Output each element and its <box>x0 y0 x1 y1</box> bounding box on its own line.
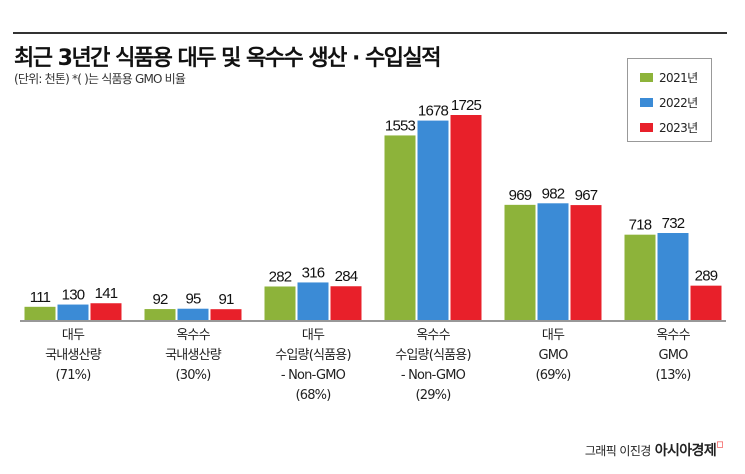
data-label: 91 <box>218 291 234 308</box>
data-label: 92 <box>152 291 168 308</box>
bar <box>690 285 722 320</box>
category-label-line: (68%) <box>295 388 331 403</box>
category-label-line: (30%) <box>175 368 211 383</box>
legend-swatch <box>640 123 653 132</box>
legend-item: 2021년 <box>640 69 698 86</box>
data-label: 141 <box>95 285 118 302</box>
credit-author: 그래픽 이진경 <box>584 444 651 458</box>
legend-item: 2022년 <box>640 94 698 111</box>
data-label: 130 <box>62 287 85 304</box>
category-label-line: - Non-GMO <box>280 368 346 383</box>
bar <box>210 309 242 320</box>
bar <box>537 203 569 320</box>
category-label-line: GMO <box>538 348 568 363</box>
bar <box>504 204 536 320</box>
category-label-line: (29%) <box>415 388 451 403</box>
legend: 2021년 2022년 2023년 <box>627 58 712 142</box>
bar <box>330 286 362 320</box>
legend-swatch <box>640 73 653 82</box>
data-label: 111 <box>30 289 51 306</box>
bar <box>417 120 449 320</box>
category-label-line: - Non-GMO <box>400 368 466 383</box>
category-label-line: 수입량(식품용) <box>275 348 351 363</box>
category-label: 옥수수 GMO (13%) <box>613 326 733 386</box>
chart-title: 최근 3년간 식품용 대두 및 옥수수 생산 · 수입실적 <box>14 46 442 71</box>
category-label-line: GMO <box>658 348 688 363</box>
data-label: 732 <box>662 215 685 232</box>
data-label: 967 <box>575 187 598 204</box>
legend-label: 2022년 <box>659 96 698 110</box>
brand-logo: 아시아경제 <box>654 443 717 459</box>
bar <box>384 135 416 320</box>
data-label: 316 <box>302 264 325 281</box>
legend-swatch <box>640 98 653 107</box>
bar <box>657 233 689 320</box>
data-label: 289 <box>695 268 718 285</box>
category-label-line: 옥수수 <box>176 328 210 343</box>
bar <box>450 115 482 320</box>
data-label: 718 <box>629 217 652 234</box>
bar <box>264 286 296 320</box>
category-label-line: (71%) <box>55 368 91 383</box>
category-label-line: 대두 <box>61 328 85 343</box>
top-rule <box>13 32 727 34</box>
bar <box>57 304 89 320</box>
bar <box>624 234 656 320</box>
category-label-line: 옥수수 <box>656 328 690 343</box>
bar <box>297 282 329 320</box>
bar <box>144 309 176 320</box>
legend-item: 2023년 <box>640 119 698 136</box>
category-label-line: 국내생산량 <box>45 348 102 363</box>
data-label: 282 <box>269 268 292 285</box>
legend-label: 2023년 <box>659 121 698 135</box>
bar <box>24 306 56 320</box>
data-label: 1553 <box>385 117 416 134</box>
category-label-line: 대두 <box>541 328 565 343</box>
bar <box>177 308 209 320</box>
category-label: 대두 GMO (69%) <box>493 326 613 386</box>
credit: 그래픽 이진경 아시아경제◻ <box>584 440 724 460</box>
chart-subtitle: (단위: 천톤) *( )는 식품용 GMO 비율 <box>14 72 186 86</box>
legend-label: 2021년 <box>659 71 698 85</box>
category-label-line: (69%) <box>535 368 571 383</box>
data-label: 1678 <box>418 103 449 120</box>
data-label: 982 <box>542 185 565 202</box>
data-label: 969 <box>509 187 532 204</box>
data-label: 95 <box>185 291 201 308</box>
category-label-line: 대두 <box>301 328 325 343</box>
category-label-line: 옥수수 <box>416 328 450 343</box>
data-label: 1725 <box>451 97 482 114</box>
category-label-line: 수입량(식품용) <box>395 348 471 363</box>
data-label: 284 <box>335 268 358 285</box>
bar <box>90 303 122 320</box>
brand-mark-icon: ◻ <box>716 440 723 450</box>
bar <box>570 205 602 320</box>
category-label-line: 국내생산량 <box>165 348 222 363</box>
category-label-line: (13%) <box>655 368 691 383</box>
